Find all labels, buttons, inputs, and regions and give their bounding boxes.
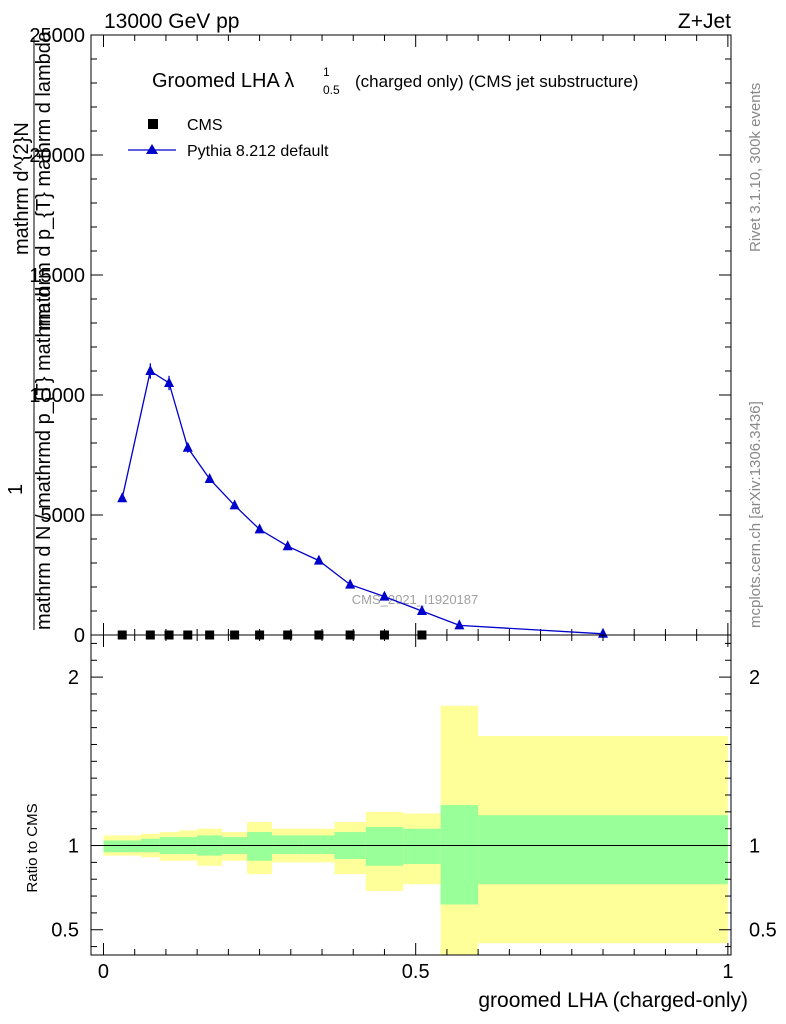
legend-mc-marker bbox=[146, 144, 158, 154]
title-main: Groomed LHA λ bbox=[152, 70, 294, 92]
plot-title: Groomed LHA λ 1 0.5 (charged only) (CMS … bbox=[152, 65, 638, 97]
main-ytick-label: 0 bbox=[74, 625, 85, 647]
pythia-point bbox=[117, 492, 128, 503]
pythia-point bbox=[145, 365, 156, 375]
main-ytick-label: 15000 bbox=[29, 265, 85, 287]
ratio-band-inner bbox=[303, 835, 335, 854]
ratio-band-inner bbox=[103, 840, 141, 853]
pythia-point bbox=[345, 578, 356, 589]
ylabel-line2: mathrm d p_{T} mathrm d lambda bbox=[33, 30, 55, 330]
ratio-band-inner bbox=[403, 828, 441, 865]
main-ytick-label: 10000 bbox=[29, 385, 85, 407]
ratio-ytick-label: 0.5 bbox=[51, 920, 79, 942]
ratio-panel-axes: 0.5 0.5 1 1 2 2 0 0.5 1 bbox=[51, 635, 777, 983]
ratio-band-inner bbox=[272, 835, 304, 854]
main-ylabel: mathrm d^{2}N mathrm d p_{T} mathrm d la… bbox=[5, 30, 55, 630]
pythia-point bbox=[454, 619, 465, 630]
ratio-band-inner bbox=[478, 815, 728, 885]
title-sup: 1 bbox=[323, 65, 330, 79]
analysis-watermark: CMS_2021_I1920187 bbox=[352, 592, 479, 607]
pythia-point bbox=[282, 540, 293, 551]
ratio-band-inner bbox=[440, 805, 479, 905]
ratio-ylabel: Ratio to CMS bbox=[24, 803, 41, 892]
pythia-point bbox=[164, 377, 175, 387]
legend: CMS Pythia 8.212 default bbox=[128, 117, 329, 160]
main-panel-axes: 0 5000 10000 15000 20000 25000 bbox=[29, 25, 731, 647]
header-energy: 13000 GeV pp bbox=[104, 10, 239, 33]
legend-cms-label: CMS bbox=[187, 117, 223, 134]
pythia-point bbox=[416, 605, 427, 615]
pythia-point bbox=[182, 441, 193, 452]
rivet-label: Rivet 3.1.10, 300k events bbox=[747, 83, 764, 252]
main-ytick-label: 20000 bbox=[29, 145, 85, 167]
ratio-ytick-label: 1 bbox=[68, 836, 79, 858]
ratio-panel-bands bbox=[91, 705, 731, 955]
ratio-xlabel: groomed LHA (charged-only) bbox=[478, 989, 748, 1012]
pythia-point bbox=[254, 523, 265, 534]
ratio-band-inner bbox=[247, 832, 273, 861]
title-rest: (charged only) (CMS jet substructure) bbox=[355, 72, 638, 91]
ratio-panel-frame bbox=[90, 634, 732, 956]
ratio-ytick-label: 2 bbox=[68, 667, 79, 689]
legend-mc-label: Pythia 8.212 default bbox=[187, 143, 329, 160]
main-ytick-label: 25000 bbox=[29, 25, 85, 47]
pythia-point bbox=[313, 554, 324, 565]
ratio-xtick-label: 0 bbox=[98, 961, 109, 983]
ylabel-line3: 1 bbox=[5, 484, 27, 495]
pythia-point bbox=[229, 499, 240, 510]
mcplots-label: mcplots.cern.ch [arXiv:1306.3436] bbox=[747, 401, 764, 628]
legend-cms-marker bbox=[148, 119, 158, 129]
pythia-point bbox=[379, 590, 390, 601]
ratio-ytick-label-right: 2 bbox=[749, 667, 760, 689]
ratio-ytick-label-right: 0.5 bbox=[749, 920, 777, 942]
ratio-xtick-label: 1 bbox=[722, 961, 733, 983]
pythia-line bbox=[121, 369, 604, 635]
ratio-ytick-label-right: 1 bbox=[749, 836, 760, 858]
ratio-xtick-label: 0.5 bbox=[402, 961, 430, 983]
ratio-band-inner bbox=[365, 827, 404, 866]
title-sub: 0.5 bbox=[323, 83, 340, 97]
ylabel-line1: mathrm d^{2}N bbox=[11, 122, 33, 255]
pythia-point bbox=[204, 473, 215, 483]
ylabel-line4: mathrm d N / mathrmd p_{T} mathrm d bbox=[33, 287, 55, 630]
main-ytick-label: 5000 bbox=[41, 505, 86, 527]
header-process: Z+Jet bbox=[678, 10, 731, 33]
